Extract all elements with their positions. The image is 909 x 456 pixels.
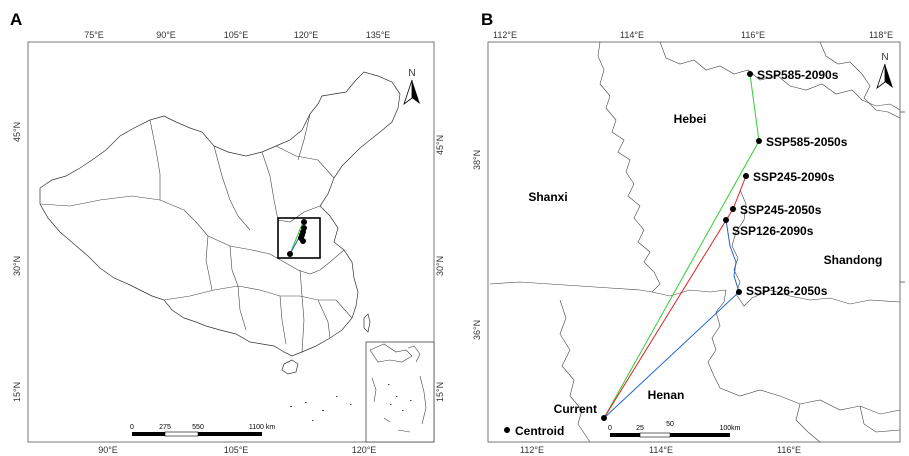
svg-text:550: 550 [192,424,204,431]
panel-a-map: 75°E 90°E 105°E 120°E 135°E 90°E 105°E 1… [12,30,445,455]
b-top-tick: 118°E [869,30,893,40]
svg-text:0: 0 [608,425,612,432]
province-hebei: Hebei [674,112,707,126]
panel-a-scale-bar: 0 275 550 1100 km [130,424,275,437]
svg-text:275: 275 [159,424,171,431]
a-left-tick: 30°N [12,256,22,276]
point-ssp585-2090s [747,71,753,77]
label-ssp245-2050s: SSP245-2050s [740,203,822,217]
svg-text:25: 25 [636,425,644,432]
a-top-tick: 105°E [224,30,249,40]
a-top-tick: 135°E [366,30,391,40]
province-shandong: Shandong [824,253,883,267]
study-area-box [277,217,321,259]
hainan-island [281,359,299,375]
b-bottom-tick: 114°E [649,445,673,455]
shanxi-hebei-border [597,41,661,293]
point-ssp126-2050s [736,289,742,295]
point-ssp245-2050s [730,206,736,212]
shanxi-henan-border [489,281,727,297]
a-bottom-tick: 90°E [98,445,118,455]
b-bottom-tick: 112°E [520,445,544,455]
henan-inner-border [559,299,591,443]
point-ssp585-2050s [756,138,762,144]
a-left-tick: 45°N [12,122,22,142]
b-left-tick: 38°N [472,150,482,170]
a-bottom-tick: 120°E [352,445,377,455]
b-bottom-tick: 116°E [777,445,801,455]
label-ssp245-2090s: SSP245-2090s [753,170,835,184]
panel-a-north-arrow: N [403,68,420,106]
label-ssp585-2050s: SSP585-2050s [766,135,848,149]
a-left-tick: 15°N [12,382,22,402]
svg-text:50: 50 [666,421,674,428]
legend-centroid-label: Centroid [515,424,564,438]
province-henan: Henan [648,388,685,402]
label-ssp585-2090s: SSP585-2090s [757,68,839,82]
point-ssp126-2090s [723,217,729,223]
henan-shandong-border [707,289,901,415]
panel-a-letter: A [10,10,23,29]
path-ssp126 [603,219,740,419]
label-ssp126-2090s: SSP126-2090s [732,224,814,238]
point-current [601,415,607,421]
svg-text:N: N [881,52,888,63]
b-top-tick: 116°E [741,30,765,40]
south-sea-islands [290,396,352,421]
a-top-tick: 120°E [294,30,319,40]
a-top-tick: 75°E [84,30,104,40]
a-top-tick: 90°E [156,30,176,40]
a-bottom-tick: 105°E [224,445,249,455]
south-china-sea-inset [365,341,435,443]
svg-text:N: N [408,68,415,79]
taiwan-island [363,313,371,333]
panel-b-north-arrow: N [876,52,893,90]
svg-text:1100 km: 1100 km [249,424,275,431]
legend-centroid-symbol [504,427,510,433]
svg-text:100km: 100km [719,425,740,432]
svg-text:0: 0 [130,424,134,431]
b-top-tick: 114°E [620,30,644,40]
b-left-tick: 36°N [472,320,482,340]
province-shanxi: Shanxi [528,190,567,204]
province-borders [39,113,353,353]
panel-b-letter: B [481,10,494,29]
a-right-tick: 45°N [435,135,445,155]
a-right-tick: 15°N [435,382,445,402]
label-current: Current [554,402,597,416]
coastline [819,41,901,119]
southeast-border [795,403,901,443]
panel-b-map: 112°E 114°E 116°E 118°E 112°E 114°E 116°… [472,30,905,455]
panel-b-scale-bar: 0 25 50 100km [608,421,741,438]
b-top-tick: 112°E [493,30,517,40]
point-ssp245-2090s [743,173,749,179]
a-right-tick: 30°N [435,256,445,276]
china-outline [39,71,401,357]
label-ssp126-2050s: SSP126-2050s [746,284,828,298]
panel-b-frame [487,41,901,443]
hebei-north-border [659,41,901,111]
hebei-shandong-border [731,189,901,307]
